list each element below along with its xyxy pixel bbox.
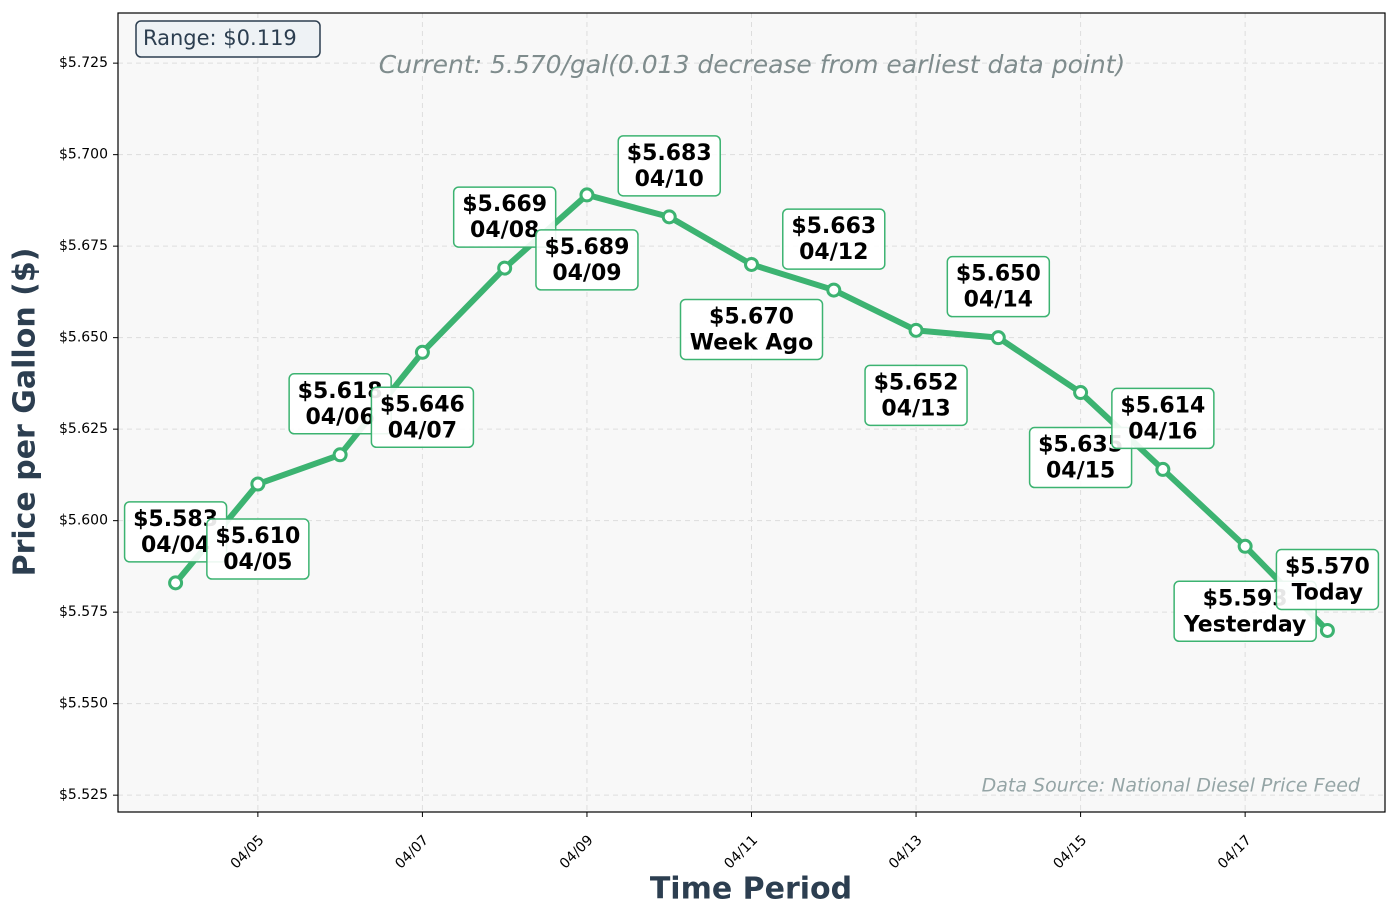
x-tick-label: 04/05 (228, 832, 268, 872)
y-tick-label: $5.575 (59, 604, 108, 620)
y-axis-label: Price per Gallon ($) (8, 248, 43, 577)
value-label: $5.610 (215, 524, 300, 549)
label-box (370, 386, 475, 449)
x-tick-label: 04/17 (1215, 832, 1255, 872)
data-point (990, 330, 1006, 346)
y-tick-label: $5.600 (59, 513, 108, 529)
label-box (1111, 387, 1215, 450)
x-axis-label: Time Period (650, 872, 852, 907)
value-label: $5.650 (956, 262, 1041, 287)
point-label: 04/04 (141, 533, 210, 558)
data-point (1237, 538, 1253, 554)
x-tick-label: 04/11 (721, 832, 761, 872)
point-label: 04/10 (635, 167, 704, 192)
value-label: $5.635 (1038, 433, 1123, 458)
point-label: 04/15 (1046, 459, 1115, 484)
label-box (617, 135, 721, 197)
y-tick-label: $5.700 (59, 147, 108, 163)
data-point (744, 256, 759, 272)
data-point (908, 322, 924, 338)
range-box (135, 20, 321, 58)
y-tick-label: $5.625 (59, 421, 108, 437)
value-label: $5.570 (1285, 554, 1370, 579)
current-annotation: Current: 5.570/gal(0.013 decrease from e… (379, 50, 1125, 79)
point-label: 04/05 (223, 550, 292, 575)
y-tick-label: $5.550 (59, 696, 108, 712)
label-box (452, 186, 557, 248)
point-label: 04/14 (964, 288, 1033, 313)
label-box (535, 229, 639, 291)
point-label: 04/08 (470, 218, 539, 243)
range-annotation: Range: $0.119 (143, 26, 297, 50)
value-label: $5.593 (1203, 586, 1288, 611)
data-point (332, 447, 348, 463)
point-label: Yesterday (1183, 612, 1306, 637)
label-box (782, 208, 886, 270)
point-label: 04/06 (306, 405, 375, 430)
data-point (1073, 385, 1089, 401)
data-point (826, 282, 842, 298)
value-label: $5.583 (133, 507, 218, 532)
label-box (946, 255, 1051, 318)
value-label: $5.646 (380, 392, 465, 417)
value-label: $5.663 (791, 214, 876, 239)
point-label: Week Ago (690, 330, 814, 355)
value-label: $5.652 (874, 370, 959, 395)
data-point (579, 187, 595, 203)
value-label: $5.683 (627, 141, 712, 166)
point-label: 04/12 (799, 240, 868, 265)
data-point (661, 209, 677, 225)
y-tick-label: $5.650 (59, 330, 108, 346)
point-label: Today (1292, 580, 1363, 605)
x-tick-label: 04/07 (392, 832, 432, 872)
data-point (168, 575, 184, 591)
x-tick-label: 04/15 (1050, 832, 1090, 872)
label-box (864, 364, 968, 427)
point-label: 04/13 (881, 396, 950, 421)
label-box (679, 298, 824, 361)
x-tick-label: 04/09 (557, 832, 597, 872)
value-label: $5.689 (545, 235, 630, 260)
label-box (1028, 426, 1133, 489)
point-label: 04/16 (1128, 419, 1197, 444)
y-tick-label: $5.725 (59, 55, 108, 71)
value-label: $5.670 (709, 304, 794, 329)
data-point (497, 260, 513, 276)
label-box (206, 518, 310, 580)
value-label: $5.618 (298, 379, 383, 404)
value-label: $5.614 (1120, 393, 1205, 418)
y-tick-label: $5.525 (59, 787, 108, 803)
data-point (1319, 622, 1335, 638)
data-point (250, 476, 266, 492)
data-point (1155, 461, 1171, 477)
point-label: 04/09 (552, 261, 621, 286)
x-tick-label: 04/13 (886, 832, 926, 872)
point-label: 04/07 (388, 418, 457, 443)
value-label: $5.669 (462, 192, 547, 217)
data-point (414, 344, 430, 360)
label-box (1275, 548, 1380, 611)
y-tick-label: $5.675 (59, 238, 108, 254)
source-note: Data Source: National Diesel Price Feed (982, 775, 1361, 797)
